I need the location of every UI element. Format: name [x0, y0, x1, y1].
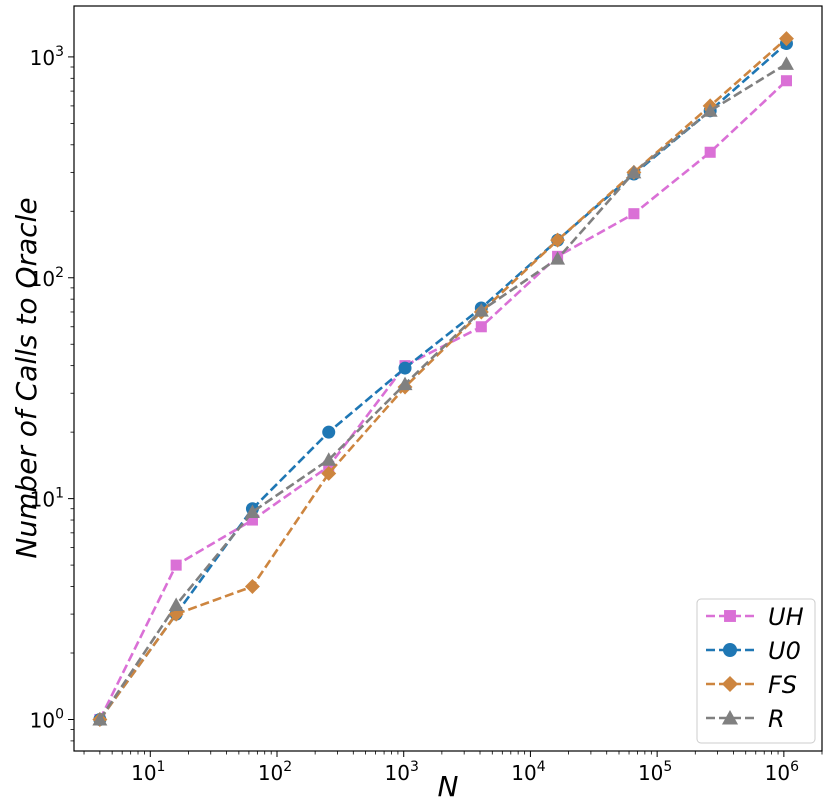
data-point-r — [397, 376, 413, 391]
x-axis: 101 102 103 104 105 106 — [83, 751, 823, 785]
data-point-uh — [628, 208, 640, 220]
legend-label-r: R — [768, 705, 785, 733]
data-point-fs — [778, 31, 794, 47]
y-axis-label: Number of Calls to Oracle — [10, 197, 43, 558]
data-point-r — [321, 452, 337, 466]
data-point-u0 — [398, 361, 412, 375]
series-line-r — [98, 62, 788, 721]
legend-marker-r — [721, 709, 739, 725]
y-axis: 100 101 102 103 — [30, 44, 74, 742]
data-point-fs — [244, 579, 260, 594]
x-tick-label: 103 — [385, 759, 419, 785]
y-tick-label: 101 — [30, 486, 64, 512]
data-point-uh — [170, 559, 182, 571]
data-point-uh — [780, 75, 792, 87]
data-point-r — [244, 504, 260, 518]
x-tick-label: 102 — [258, 759, 292, 785]
legend-marker-fs — [721, 675, 739, 693]
legend-marker-uh — [724, 610, 736, 622]
legend-box — [696, 598, 816, 744]
data-point-uh — [475, 321, 487, 333]
data-point-r — [473, 303, 489, 317]
data-point-u0 — [322, 425, 336, 439]
legend: UH U0 FS R — [696, 598, 816, 744]
legend-label-uh: UH — [768, 603, 804, 631]
x-axis-label: N — [438, 770, 459, 803]
data-point-r — [702, 103, 718, 117]
data-point-uh — [704, 146, 716, 158]
data-point-r — [92, 712, 108, 726]
legend-label-fs: FS — [768, 671, 797, 699]
data-point-r — [550, 251, 566, 265]
y-tick-label: 103 — [30, 44, 64, 70]
legend-label-u0: U0 — [768, 637, 801, 665]
x-tick-label: 106 — [765, 759, 799, 785]
series-layer — [92, 31, 794, 727]
data-point-fs — [321, 465, 337, 481]
data-point-r — [168, 597, 184, 611]
series-line-u0 — [98, 42, 788, 721]
data-point-r — [626, 164, 642, 179]
series-r — [92, 56, 794, 726]
y-tick-label: 100 — [30, 706, 64, 732]
legend-marker-u0 — [723, 643, 737, 657]
x-tick-label: 104 — [511, 759, 545, 785]
data-point-uh — [246, 514, 258, 526]
y-tick-label: 102 — [30, 265, 64, 291]
data-point-r — [778, 56, 794, 70]
data-point-fs — [550, 232, 566, 248]
series-line-fs — [98, 37, 788, 721]
x-tick-label: 105 — [638, 759, 672, 785]
x-tick-label: 101 — [131, 759, 165, 785]
